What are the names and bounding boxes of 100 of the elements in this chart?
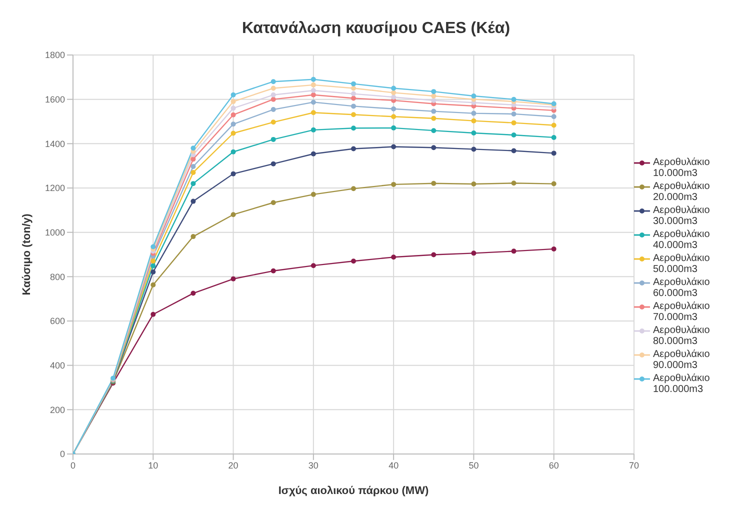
point — [270, 268, 276, 274]
point — [551, 134, 556, 140]
point — [551, 122, 556, 128]
point — [511, 248, 516, 254]
point — [270, 79, 276, 84]
point — [471, 94, 476, 99]
y-tick-label: 1400 — [44, 138, 65, 149]
point — [270, 120, 276, 125]
point — [351, 146, 356, 152]
point — [471, 146, 476, 152]
x-tick-label: 60 — [548, 460, 559, 470]
point — [310, 110, 316, 116]
legend-label: Αεροθυλάκιο 100.000m3 — [653, 373, 711, 395]
point — [190, 164, 196, 169]
y-tick-label: 200 — [50, 404, 65, 415]
point — [270, 107, 276, 112]
point — [230, 92, 236, 98]
point — [511, 120, 516, 126]
legend-label: Αεροθυλάκιο 40.000m3 — [653, 229, 711, 251]
legend-label: Αεροθυλάκιο 50.000m3 — [653, 253, 711, 275]
legend-label: Αεροθυλάκιο 90.000m3 — [653, 349, 711, 371]
point — [431, 116, 436, 121]
point — [310, 88, 316, 93]
point — [391, 106, 396, 112]
x-tick-label: 70 — [628, 460, 640, 470]
point — [230, 112, 236, 118]
point — [391, 114, 396, 120]
point — [431, 180, 436, 186]
x-tick-label: 10 — [148, 460, 158, 470]
x-tick-label: 20 — [228, 460, 238, 470]
point — [310, 100, 316, 105]
point — [431, 145, 436, 150]
point — [511, 111, 516, 116]
legend-label: Αεροθυλάκιο 30.000m3 — [653, 205, 711, 227]
point — [351, 91, 356, 96]
y-axis-title: Καύσιμο (ton/y) — [20, 213, 33, 296]
point — [230, 122, 236, 127]
y-tick-label: 0 — [60, 449, 65, 460]
point — [270, 161, 276, 166]
point — [431, 94, 436, 99]
point — [230, 106, 236, 111]
point — [190, 290, 196, 296]
y-tick-label: 600 — [50, 316, 65, 326]
point — [431, 128, 436, 134]
legend-label: Αεροθυλάκιο 80.000m3 — [653, 325, 711, 347]
point — [230, 130, 236, 136]
point — [391, 90, 396, 96]
chart-title: Κατανάλωση καυσίμου CAES (Κέα) — [240, 19, 512, 39]
point — [431, 98, 436, 103]
point — [431, 89, 436, 94]
point — [310, 192, 316, 197]
point — [351, 186, 356, 192]
point — [391, 94, 396, 100]
point — [471, 110, 476, 116]
point — [310, 92, 316, 98]
x-tick-label: 0 — [70, 460, 76, 470]
point — [230, 212, 236, 218]
point — [471, 118, 476, 124]
point — [230, 171, 236, 176]
point — [270, 86, 276, 91]
y-tick-label: 800 — [50, 272, 65, 282]
point — [270, 92, 276, 98]
point — [190, 170, 196, 175]
point — [270, 136, 276, 142]
point — [230, 149, 236, 154]
legend-label: Αεροθυλάκιο 70.000m3 — [653, 301, 711, 323]
legend-label: Αεροθυλάκιο 20.000m3 — [653, 181, 711, 203]
point — [471, 130, 476, 136]
point — [310, 127, 316, 132]
point — [391, 86, 396, 91]
y-tick-label: 400 — [50, 360, 65, 371]
point — [230, 276, 236, 282]
point — [351, 81, 356, 86]
point — [190, 198, 196, 204]
point — [551, 114, 556, 120]
point — [511, 148, 516, 154]
y-tick-label: 1800 — [44, 50, 65, 60]
x-axis-title: Ισχύς αιολικού πάρκου (MW) — [278, 485, 429, 497]
point — [351, 104, 356, 109]
point — [471, 182, 476, 187]
y-tick-label: 1000 — [44, 228, 65, 238]
point — [551, 181, 556, 186]
point — [230, 99, 236, 104]
point — [150, 258, 156, 264]
point — [190, 156, 196, 162]
point — [310, 151, 316, 156]
point — [150, 312, 156, 317]
point — [310, 263, 316, 268]
point — [351, 86, 356, 91]
point — [551, 246, 556, 252]
point — [431, 252, 436, 258]
legend-label: Αεροθυλάκιο 60.000m3 — [653, 277, 711, 299]
point — [190, 234, 196, 240]
point — [351, 126, 356, 131]
point — [270, 96, 276, 102]
point — [551, 150, 556, 156]
point — [511, 180, 516, 186]
y-tick-label: 1600 — [44, 94, 65, 105]
point — [150, 282, 156, 288]
point — [190, 146, 196, 151]
